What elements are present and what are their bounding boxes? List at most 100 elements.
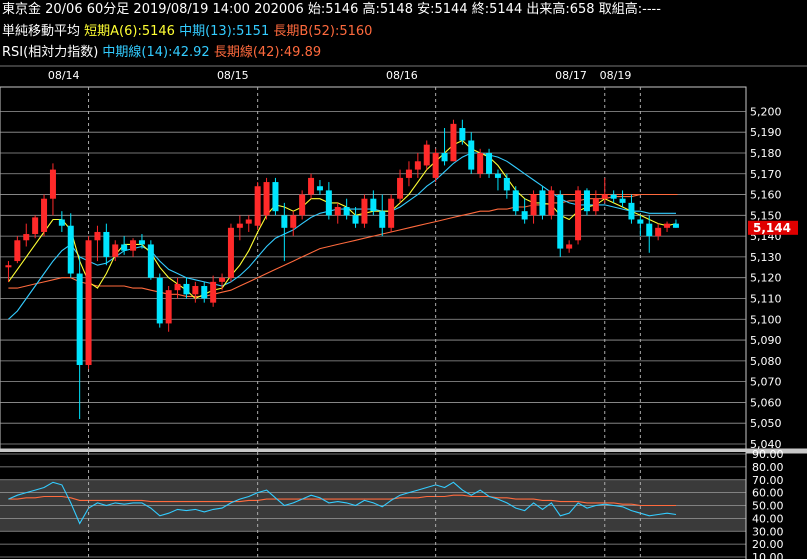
price-tick-label: 5,100 [750,313,782,326]
candle-body [5,265,12,268]
candle-body [112,244,119,257]
candle-body [575,190,582,241]
high-label: 高: [362,2,380,17]
contract-label: 202006 [254,2,304,17]
candle-body [325,190,332,216]
rsi-panel [0,452,747,559]
candlesticks [5,119,679,420]
candle-body [103,231,110,257]
ma-legend: 単純移動平均 短期A(6):5146 中期(13):5151 長期B(52):5… [2,24,372,40]
close-value: 5144 [489,2,523,17]
candle-body [316,186,323,191]
rsi-legend-name: RSI(相対力指数) [2,45,99,60]
candle-body [334,207,341,216]
candle-body [299,194,306,216]
candle-body [227,227,234,278]
price-tick-label: 5,040 [750,438,782,451]
ma-short-line [7,139,677,300]
price-panel-frame [0,86,747,450]
candle-body [521,211,528,220]
candle-body [601,194,608,199]
candle-body [450,123,457,162]
oi-label: 取組高: [598,2,643,17]
ma-long-line [8,193,676,297]
date-tick-label: 08/16 [386,69,418,82]
candle-body [352,215,359,224]
grid [0,65,807,559]
instrument-label: 東京金 20/06 60分足 [2,2,130,17]
candle-body [138,240,145,245]
candle-body [486,152,493,174]
candle-body [583,190,590,212]
candle-body [557,194,564,249]
volume-value: 658 [569,2,595,17]
date-tick-label: 08/15 [217,69,249,82]
oi-value: ---- [642,2,661,17]
candle-body [414,161,421,170]
candle-body [41,198,48,232]
candle-body [58,219,65,226]
last-price-tag [748,220,798,235]
volume-label: 出来高: [526,2,570,17]
ma-mid-legend: 中期(13):5151 [179,24,270,39]
candle-body [432,152,439,178]
ma-legend-name: 単純移動平均 [2,24,81,39]
rsi-long-line [8,494,676,507]
candle-body [397,177,404,199]
price-tick-label: 5,170 [750,168,782,181]
rsi-tick-label: 60.00 [752,487,784,500]
candle-body [308,177,315,195]
ma-short-legend: 短期A(6):5146 [84,24,175,39]
candle-body [210,281,217,303]
candle-body [67,225,74,274]
rsi-tick-label: 50.00 [752,500,784,513]
price-tick-label: 5,110 [750,292,782,305]
rsi-tick-label: 40.00 [752,512,784,525]
ma-mid-line [8,152,676,320]
price-tick-label: 5,080 [750,355,782,368]
candle-body [459,128,466,141]
rsi-long-legend: 長期線(42):49.89 [213,45,322,60]
candle-body [85,240,92,366]
rsi-tick-label: 30.00 [752,525,784,538]
candle-body [147,244,154,278]
candle-body [468,140,475,170]
candle-body [610,194,617,199]
rsi-tick-label: 20.00 [752,538,784,551]
candle-body [566,244,573,249]
candle-body [388,198,395,228]
candle-body [32,217,39,235]
candle-body [619,198,626,203]
candle-body [165,290,172,324]
candle-body [219,277,226,282]
candle-body [236,223,243,228]
rsi-mid-legend: 中期線(14):42.92 [102,45,210,60]
candle-body [343,207,350,216]
price-tick-label: 5,160 [750,189,782,202]
candle-body [254,186,261,226]
candle-body [672,223,679,228]
price-tick-label: 5,050 [750,417,782,430]
candle-body [272,182,279,212]
candle-body [245,219,252,224]
rsi-tick-label: 70.00 [752,474,784,487]
candle-body [263,182,270,216]
candle-body [405,169,412,178]
candle-body [530,194,537,216]
price-tick-label: 5,150 [750,209,782,222]
price-tick-label: 5,180 [750,147,782,160]
date-tick-label: 08/17 [555,69,587,82]
rsi-legend: RSI(相対力指数) 中期線(14):42.92 長期線(42):49.89 [2,45,321,61]
date-tick-label: 08/14 [48,69,80,82]
candle-body [655,227,662,237]
candle-body [130,240,137,251]
candle-body [370,198,377,212]
candle-body [637,219,644,224]
high-value: 5148 [379,2,413,17]
rsi-tick-label: 10.00 [752,551,784,559]
candle-body [646,223,653,237]
price-tick-label: 5,070 [750,376,782,389]
candle-body [49,169,56,199]
price-tick-label: 5,120 [750,272,782,285]
candle-body [94,231,101,241]
